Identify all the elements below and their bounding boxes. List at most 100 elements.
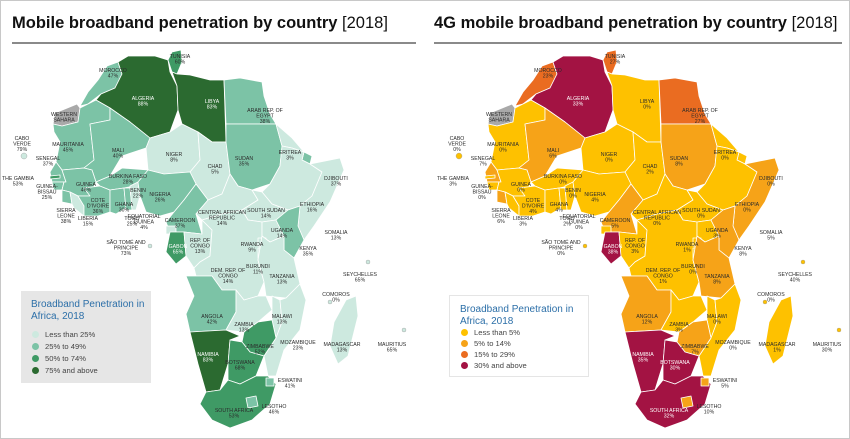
label-kenya: KENYA 8% xyxy=(734,246,752,258)
label-rep-congo: REP. OF CONGO 13% xyxy=(190,238,210,255)
label-namibia: NAMIBIA 83% xyxy=(197,352,219,364)
label-morocco: MOROCCO 47% xyxy=(99,68,127,80)
island-stp xyxy=(582,243,588,249)
label-libya: LIBYA 0% xyxy=(640,99,655,111)
label-car: CENTRAL AFRICAN REPUBLIC 0% xyxy=(633,210,681,227)
label-south-sudan: SOUTH SUDAN 14% xyxy=(247,208,285,220)
label-tanzania: TANZANIA 13% xyxy=(269,274,295,286)
label-nigeria: NIGERIA 26% xyxy=(149,192,171,204)
island-cabo-verde xyxy=(455,152,463,160)
label-egypt: ARAB REP. OF EGYPT 27% xyxy=(682,108,718,125)
country-lesotho xyxy=(680,395,694,409)
island-comoros xyxy=(327,299,333,305)
label-uganda: UGANDA 3% xyxy=(706,228,729,240)
country-ghana xyxy=(109,187,127,215)
label-ethiopia: ETHIOPIA 16% xyxy=(300,202,325,214)
label-cameroon: CAMEROON 5% xyxy=(600,218,631,230)
country-mozambique xyxy=(698,283,742,377)
legend-label: Less than 5% xyxy=(474,327,521,337)
country-lesotho xyxy=(245,395,259,409)
label-eritrea: ERITREA 0% xyxy=(714,150,737,162)
label-western-sahara: WESTERN SAHARA xyxy=(486,112,512,124)
label-liberia: LIBERIA 15% xyxy=(78,216,98,228)
country-zambia xyxy=(225,289,273,333)
right-map-year: [2018] xyxy=(791,14,838,32)
legend-swatch xyxy=(461,328,468,336)
right-legend-item: 15% to 29% xyxy=(461,349,515,359)
left-title-rule xyxy=(12,42,416,44)
legend-swatch xyxy=(32,342,39,350)
island-cabo-verde xyxy=(20,152,28,160)
label-somalia: SOMALIA 5% xyxy=(759,230,783,242)
label-gabon: GABON 38% xyxy=(604,244,623,256)
label-mali: MALI 40% xyxy=(112,148,124,160)
label-burkina-faso: BURKINA FASO 0% xyxy=(544,174,582,186)
right-title-rule xyxy=(434,42,842,44)
legend-label: Less than 25% xyxy=(45,329,96,339)
country-benin xyxy=(129,181,141,211)
label-rwanda: RWANDA 9% xyxy=(241,242,264,254)
label-libya: LIBYA 83% xyxy=(205,99,220,111)
label-zambia: ZAMBIA 13% xyxy=(234,322,254,334)
left-legend-item: 50% to 74% xyxy=(32,353,86,363)
island-mauritius xyxy=(401,327,407,333)
label-tunisia: TUNISIA 27% xyxy=(605,54,626,66)
label-somalia: SOMALIA 13% xyxy=(324,230,348,242)
legend-label: 25% to 49% xyxy=(45,341,86,351)
country-madagascar xyxy=(329,295,359,365)
country-gabon xyxy=(600,231,622,265)
left-map-title: Mobile broadband penetration by country … xyxy=(12,14,388,33)
right-legend-item: 30% and above xyxy=(461,360,527,370)
label-madagascar: MADAGASCAR 13% xyxy=(324,342,361,354)
legend-swatch xyxy=(461,350,468,358)
legend-swatch xyxy=(32,366,39,374)
label-rep-congo: REP. OF CONGO 3% xyxy=(625,238,645,255)
left-africa-map: TUNISIA 60% MOROCCO 47% ALGERIA 88% LIBYA 83% AR… xyxy=(2,49,407,429)
label-zimbabwe: ZIMBABWE 52% xyxy=(246,344,274,356)
label-drc: DEM. REP. OF CONGO 1% xyxy=(646,268,681,285)
label-togo: TOGO 2% xyxy=(559,216,574,228)
label-angola: ANGOLA 12% xyxy=(636,314,658,326)
label-ghana: GHANA 30% xyxy=(115,202,134,214)
legend-swatch xyxy=(32,330,39,338)
island-seychelles xyxy=(800,259,806,265)
label-mali: MALI 6% xyxy=(547,148,559,160)
right-legend-title: Broadband Penetration in Africa, 2018 xyxy=(460,304,574,327)
label-mauritania: MAURITANIA 45% xyxy=(52,142,84,154)
country-mozambique xyxy=(263,283,307,377)
label-togo: TOGO 25% xyxy=(124,216,139,228)
label-gambia: THE GAMBIA 53% xyxy=(2,176,35,188)
country-gabon xyxy=(165,231,187,265)
label-algeria: ALGERIA 88% xyxy=(132,96,155,108)
label-guinea: GUINEA 46% xyxy=(76,182,96,194)
label-mozambique: MOZAMBIQUE 0% xyxy=(715,340,751,352)
label-stp: SÃO TOMÉ AND PRINCIPE 73% xyxy=(106,239,146,257)
label-mozambique: MOZAMBIQUE 23% xyxy=(280,340,316,352)
label-liberia: LIBERIA 3% xyxy=(513,216,533,228)
label-equatorial-guinea: EQUATORIAL GUINEA 0% xyxy=(563,214,596,231)
label-gambia: THE GAMBIA 3% xyxy=(437,176,470,188)
legend-label: 50% to 74% xyxy=(45,353,86,363)
label-ethiopia: ETHIOPIA 0% xyxy=(735,202,760,214)
label-malawi: MALAWI 13% xyxy=(272,314,292,326)
country-eswatini xyxy=(700,377,710,387)
label-nigeria: NIGERIA 4% xyxy=(584,192,606,204)
label-egypt: ARAB REP. OF EGYPT 38% xyxy=(247,108,283,125)
label-chad: CHAD 5% xyxy=(208,164,223,176)
country-benin xyxy=(564,181,576,211)
left-legend-item: 75% and above xyxy=(32,365,98,375)
label-zimbabwe: ZIMBABWE 7% xyxy=(681,344,709,356)
label-burundi: BURUNDI 0% xyxy=(681,264,705,276)
label-tanzania: TANZANIA 8% xyxy=(704,274,730,286)
label-sierra-leone: SIERRA LEONE 6% xyxy=(491,208,511,225)
label-cabo-verde: CABO VERDE 79% xyxy=(13,136,31,153)
label-botswana: BOTSWANA 68% xyxy=(225,360,255,372)
label-tunisia: TUNISIA 60% xyxy=(170,54,191,66)
legend-label: 30% and above xyxy=(474,360,527,370)
right-map-title-text: 4G mobile broadband penetration by count… xyxy=(434,14,787,32)
label-comoros: COMOROS 0% xyxy=(757,292,785,304)
label-stp: SÃO TOMÉ AND PRINCIPE 0% xyxy=(541,239,581,257)
label-south-africa: SOUTH AFRICA 53% xyxy=(215,408,254,420)
label-sudan: SUDAN 8% xyxy=(670,156,688,168)
label-gabon: GABON 65% xyxy=(169,244,188,256)
